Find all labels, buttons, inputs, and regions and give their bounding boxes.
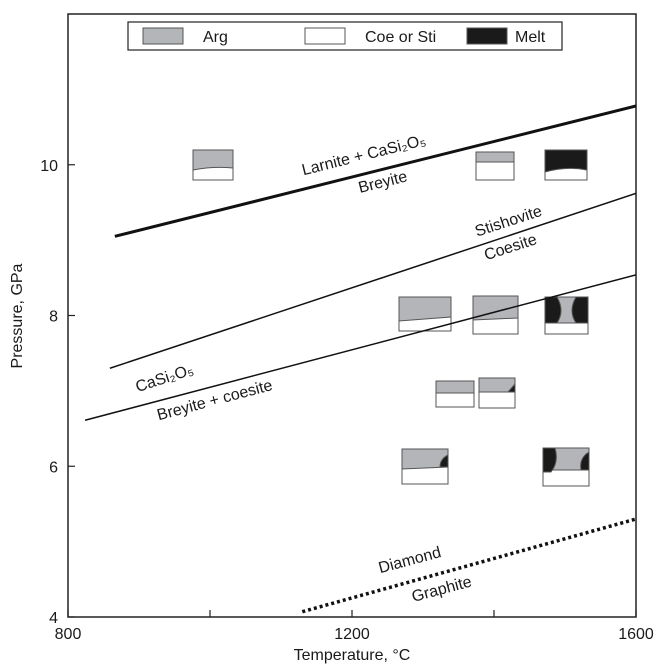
boundary-line (84, 274, 637, 421)
legend-label: Coe or Sti (365, 29, 436, 46)
y-tick-label: 4 (49, 610, 58, 627)
legend-label: Arg (203, 29, 228, 46)
y-axis-label: Pressure, GPa (9, 263, 26, 368)
legend-swatch (466, 27, 508, 45)
legend-label: Melt (515, 29, 546, 46)
x-tick-label: 1600 (618, 626, 654, 643)
x-tick-label: 1200 (334, 626, 370, 643)
boundary-line (301, 517, 637, 614)
legend-swatch (142, 27, 184, 45)
y-tick-label: 8 (49, 309, 58, 326)
annotation: Diamond (377, 544, 443, 577)
x-axis-label: Temperature, °C (294, 647, 411, 664)
y-tick-label: 10 (40, 158, 58, 175)
annotation: Larnite + CaSi₂O₅ (300, 132, 427, 179)
annotation: CaSi₂O₅ (134, 361, 196, 396)
legend-swatch (304, 27, 346, 45)
boundary-line (109, 192, 637, 369)
boundary-line (114, 104, 637, 238)
x-tick-label: 800 (55, 626, 82, 643)
sample-icons (192, 149, 590, 487)
y-tick-label: 6 (49, 459, 58, 476)
